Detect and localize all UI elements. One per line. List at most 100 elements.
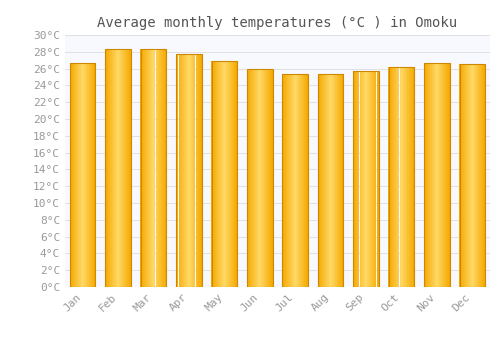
Bar [141, 49, 142, 287]
Bar [377, 71, 378, 287]
Bar [91, 63, 92, 287]
Bar [460, 64, 461, 287]
Bar [176, 54, 202, 287]
Bar [436, 63, 437, 287]
Bar [472, 64, 473, 287]
Bar [324, 75, 326, 287]
Bar [73, 63, 74, 287]
Bar [218, 61, 219, 287]
Bar [378, 71, 379, 287]
Bar [441, 63, 442, 287]
Bar [333, 75, 334, 287]
Bar [400, 67, 401, 287]
Bar [185, 54, 186, 287]
Bar [283, 74, 284, 287]
Bar [177, 54, 178, 287]
Bar [84, 63, 86, 287]
Bar [469, 64, 470, 287]
Bar [261, 69, 262, 287]
Bar [268, 69, 269, 287]
Bar [476, 64, 477, 287]
Bar [459, 64, 460, 287]
Bar [149, 49, 150, 287]
Bar [339, 75, 340, 287]
Bar [334, 75, 335, 287]
Bar [114, 49, 115, 287]
Bar [110, 49, 111, 287]
Bar [258, 69, 259, 287]
Bar [332, 75, 333, 287]
Bar [353, 71, 354, 287]
Bar [470, 64, 471, 287]
Bar [105, 49, 106, 287]
Bar [440, 63, 441, 287]
Bar [141, 49, 167, 287]
Bar [304, 74, 305, 287]
Bar [463, 64, 464, 287]
Bar [220, 61, 221, 287]
Bar [341, 75, 342, 287]
Bar [288, 74, 290, 287]
Bar [111, 49, 112, 287]
Bar [269, 69, 270, 287]
Bar [246, 69, 248, 287]
Bar [79, 63, 80, 287]
Bar [184, 54, 185, 287]
Bar [406, 67, 408, 287]
Bar [196, 54, 197, 287]
Bar [307, 74, 308, 287]
Bar [388, 67, 414, 287]
Bar [335, 75, 336, 287]
Bar [481, 64, 482, 287]
Bar [200, 54, 202, 287]
Bar [478, 64, 479, 287]
Bar [376, 71, 377, 287]
Bar [356, 71, 357, 287]
Bar [424, 63, 450, 287]
Bar [296, 74, 297, 287]
Bar [410, 67, 412, 287]
Bar [113, 49, 114, 287]
Bar [425, 63, 426, 287]
Bar [126, 49, 128, 287]
Bar [115, 49, 116, 287]
Bar [355, 71, 356, 287]
Bar [321, 75, 322, 287]
Bar [372, 71, 373, 287]
Bar [362, 71, 363, 287]
Bar [176, 54, 177, 287]
Bar [160, 49, 162, 287]
Bar [398, 67, 399, 287]
Bar [236, 61, 237, 287]
Bar [285, 74, 286, 287]
Bar [323, 75, 324, 287]
Bar [189, 54, 190, 287]
Bar [479, 64, 480, 287]
Bar [190, 54, 191, 287]
Title: Average monthly temperatures (°C ) in Omoku: Average monthly temperatures (°C ) in Om… [98, 16, 458, 30]
Bar [375, 71, 376, 287]
Bar [330, 75, 332, 287]
Bar [444, 63, 446, 287]
Bar [431, 63, 432, 287]
Bar [144, 49, 145, 287]
Bar [192, 54, 193, 287]
Bar [354, 71, 355, 287]
Bar [465, 64, 466, 287]
Bar [357, 71, 358, 287]
Bar [179, 54, 180, 287]
Bar [222, 61, 223, 287]
Bar [361, 71, 362, 287]
Bar [129, 49, 130, 287]
Bar [216, 61, 217, 287]
Bar [71, 63, 72, 287]
Bar [366, 71, 368, 287]
Bar [181, 54, 182, 287]
Bar [364, 71, 366, 287]
Bar [480, 64, 481, 287]
Bar [180, 54, 181, 287]
Bar [140, 49, 141, 287]
Bar [72, 63, 73, 287]
Bar [183, 54, 184, 287]
Bar [108, 49, 109, 287]
